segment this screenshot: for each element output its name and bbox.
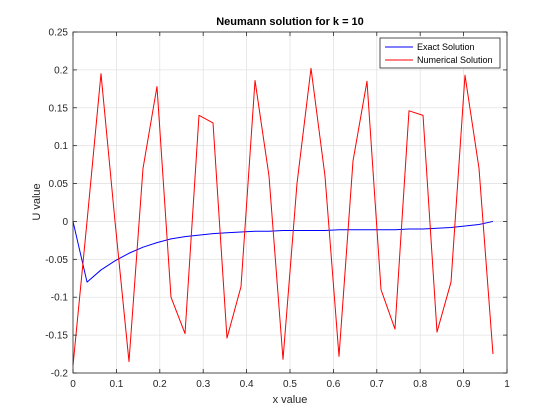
x-tick-label: 0.9	[457, 379, 471, 390]
series-line-numerical-solution	[72, 67, 494, 366]
y-tick-label: 0.05	[49, 179, 69, 190]
chart-title: Neumann solution for k = 10	[216, 16, 364, 28]
x-tick-label: 0	[70, 379, 76, 390]
x-tick-label: 0.3	[196, 379, 210, 390]
y-tick-label: 0.15	[49, 103, 69, 114]
x-tick-label: 0.1	[109, 379, 123, 390]
x-tick-label: 0.8	[413, 379, 427, 390]
x-axis-label: x value	[273, 394, 308, 406]
series-layer	[72, 67, 494, 366]
legend-box	[379, 37, 501, 69]
y-tick-label: 0.2	[54, 65, 68, 76]
y-tick-label: 0	[62, 217, 68, 228]
x-tick-label: 0.5	[283, 379, 297, 390]
legend-label-numerical: Numerical Solution	[417, 55, 493, 65]
legend-label-exact: Exact Solution	[417, 42, 475, 52]
x-tick-label: 1	[504, 379, 510, 390]
y-axis-label: U value	[31, 183, 43, 220]
ticks: 0 0.1 0.2 0.3 0.4 0.5 0.6 0.7 0.8 0.9 1 -0.2 -0.15 -0…	[45, 28, 510, 391]
series-line-exact-solution	[72, 220, 494, 283]
x-tick-label: 0.4	[240, 379, 254, 390]
y-tick-label: -0.15	[45, 331, 68, 342]
y-tick-label: -0.05	[45, 255, 68, 266]
x-tick-label: 0.7	[370, 379, 384, 390]
y-tick-label: -0.2	[51, 369, 69, 380]
y-tick-label: -0.1	[51, 293, 69, 304]
y-tick-label: 0.25	[49, 28, 69, 39]
legend: Exact Solution Numerical Solution	[379, 37, 501, 69]
y-tick-label: 0.1	[54, 141, 68, 152]
x-tick-label: 0.2	[153, 379, 167, 390]
x-tick-label: 0.6	[326, 379, 340, 390]
